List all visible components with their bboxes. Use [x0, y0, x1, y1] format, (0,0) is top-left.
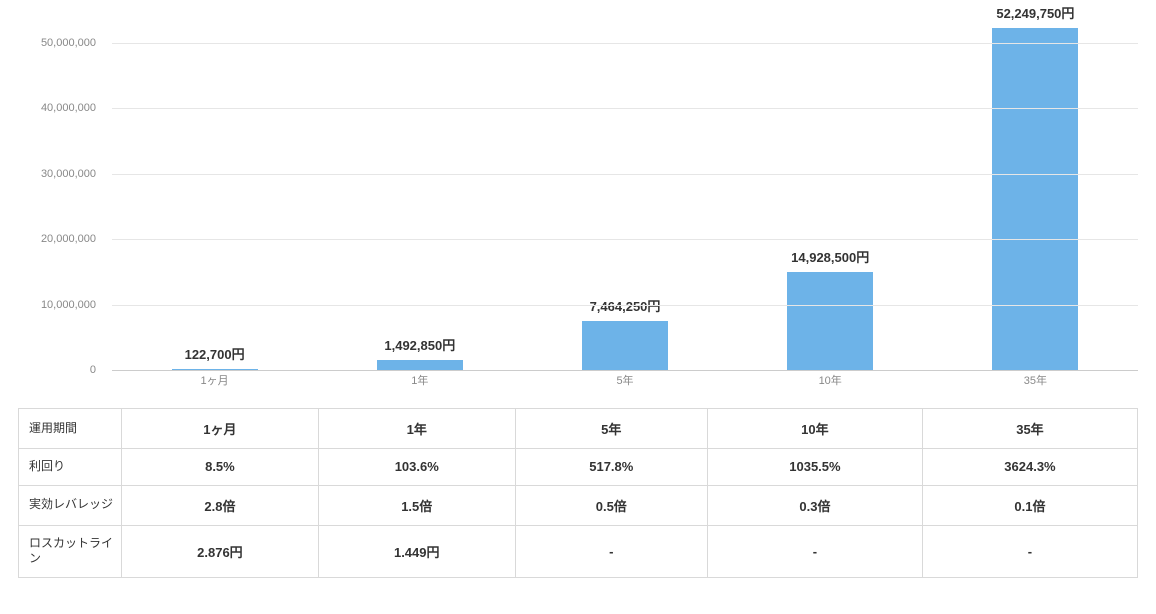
gridline — [112, 305, 1138, 306]
row-header: ロスカットライン — [19, 525, 122, 577]
gridline — [112, 239, 1138, 240]
table-row: ロスカットライン2.876円1.449円--- — [19, 525, 1138, 577]
x-tick-label: 5年 — [616, 372, 633, 388]
gridline — [112, 43, 1138, 44]
table-cell: 2.8倍 — [122, 485, 319, 525]
bar: 7,464,250円 — [582, 321, 668, 370]
table-cell: 0.3倍 — [707, 485, 922, 525]
table-body: 運用期間1ヶ月1年5年10年35年利回り8.5%103.6%517.8%1035… — [19, 409, 1138, 578]
table-cell: 1ヶ月 — [122, 409, 319, 449]
page: 0 10,000,000 20,000,000 30,000,000 40,000,00… — [0, 0, 1156, 614]
table-cell: 103.6% — [318, 449, 515, 486]
table-row: 運用期間1ヶ月1年5年10年35年 — [19, 409, 1138, 449]
y-tick-label: 0 — [90, 364, 96, 376]
y-tick-label: 10,000,000 — [41, 299, 96, 311]
y-tick-label: 50,000,000 — [41, 37, 96, 49]
table-cell: 1.449円 — [318, 525, 515, 577]
x-tick-label: 1ヶ月 — [201, 372, 229, 388]
gridline — [112, 108, 1138, 109]
table-cell: 35年 — [922, 409, 1137, 449]
y-tick-label: 30,000,000 — [41, 168, 96, 180]
plot-area: 122,700円 1,492,850円 7,464,250円 14,928,500円 5… — [112, 10, 1138, 370]
bar-chart: 0 10,000,000 20,000,000 30,000,000 40,000,00… — [18, 10, 1138, 390]
gridline — [112, 174, 1138, 175]
y-tick-label: 40,000,000 — [41, 102, 96, 114]
x-axis: 1ヶ月 1年 5年 10年 35年 — [112, 372, 1138, 390]
table-cell: 10年 — [707, 409, 922, 449]
x-tick-label: 1年 — [411, 372, 428, 388]
x-tick-label: 35年 — [1024, 372, 1047, 388]
bar-value-label: 1,492,850円 — [334, 335, 506, 354]
table-cell: 1.5倍 — [318, 485, 515, 525]
table-cell: 8.5% — [122, 449, 319, 486]
bar-value-label: 14,928,500円 — [744, 247, 916, 266]
table-cell: 0.1倍 — [922, 485, 1137, 525]
table-cell: 5年 — [515, 409, 707, 449]
row-header: 運用期間 — [19, 409, 122, 449]
table-cell: 3624.3% — [922, 449, 1137, 486]
bar: 1,492,850円 — [377, 360, 463, 370]
row-header: 実効レバレッジ — [19, 485, 122, 525]
table-cell: 517.8% — [515, 449, 707, 486]
table-cell: 1035.5% — [707, 449, 922, 486]
table-cell: - — [515, 525, 707, 577]
table-cell: 0.5倍 — [515, 485, 707, 525]
data-table: 運用期間1ヶ月1年5年10年35年利回り8.5%103.6%517.8%1035… — [18, 408, 1138, 578]
table-cell: 1年 — [318, 409, 515, 449]
table-cell: - — [922, 525, 1137, 577]
bar-value-label: 7,464,250円 — [539, 296, 711, 315]
bar-value-label: 122,700円 — [128, 344, 300, 363]
table-cell: - — [707, 525, 922, 577]
gridline — [112, 370, 1138, 371]
y-tick-label: 20,000,000 — [41, 233, 96, 245]
row-header: 利回り — [19, 449, 122, 486]
bar: 14,928,500円 — [787, 272, 873, 370]
x-tick-label: 10年 — [819, 372, 842, 388]
bar-value-label: 52,249,750円 — [949, 3, 1121, 22]
table-row: 利回り8.5%103.6%517.8%1035.5%3624.3% — [19, 449, 1138, 486]
bars-container: 122,700円 1,492,850円 7,464,250円 14,928,500円 5… — [112, 10, 1138, 370]
bar: 52,249,750円 — [992, 28, 1078, 370]
y-axis: 0 10,000,000 20,000,000 30,000,000 40,000,00… — [18, 10, 104, 390]
table-row: 実効レバレッジ2.8倍1.5倍0.5倍0.3倍0.1倍 — [19, 485, 1138, 525]
table-cell: 2.876円 — [122, 525, 319, 577]
